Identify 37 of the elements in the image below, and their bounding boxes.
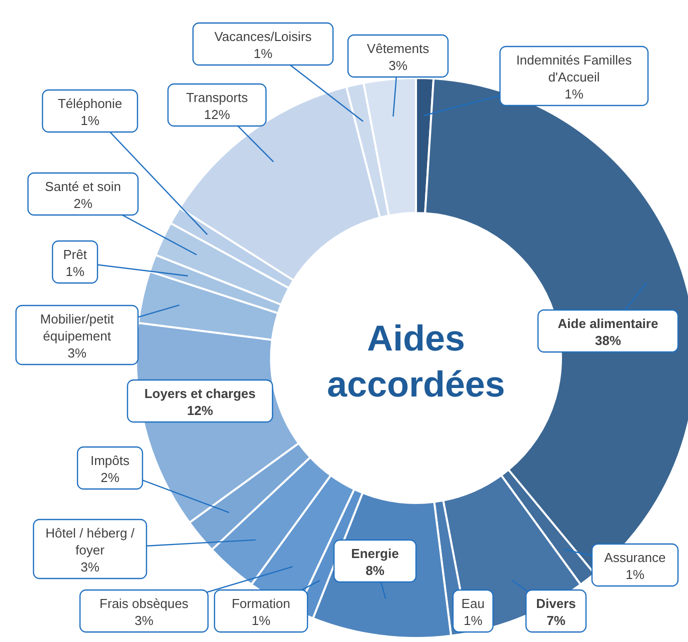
slice-label: Divers	[536, 596, 576, 611]
data-label: 1%	[626, 567, 645, 582]
slice-label: Vêtements	[366, 41, 430, 56]
data-label: 1%	[254, 46, 273, 61]
slice-label: Frais obsèques	[100, 596, 189, 611]
data-label: 38%	[594, 333, 622, 348]
data-label: 12%	[186, 403, 214, 418]
data-label: 1%	[564, 86, 584, 102]
data-label: 2%	[100, 470, 120, 485]
data-label: 1%	[66, 264, 85, 279]
slice-label: Loyers et charges	[144, 386, 256, 401]
data-label: 3%	[134, 613, 154, 628]
slice-label: Eau	[461, 596, 485, 611]
data-label: 1%	[80, 113, 100, 128]
slice-label: Assurance	[604, 550, 666, 565]
data-label: 12%	[204, 107, 230, 122]
data-label: 2%	[74, 196, 93, 211]
text: Aides accordées	[326, 318, 506, 404]
slice-label: Indemnités Familles d'Accueil	[516, 52, 632, 84]
slice-label: Impôts	[90, 453, 130, 468]
slice-label: Energie	[351, 546, 399, 561]
slice-label: Téléphonie	[58, 96, 122, 111]
slice-label: Prêt	[63, 247, 88, 262]
data-label: 7%	[546, 613, 566, 628]
slice-label: Transports	[186, 90, 248, 105]
slice-label: Aide alimentaire	[558, 316, 658, 331]
data-label: 3%	[80, 560, 100, 574]
slice-label: Mobilier/petit équipement	[40, 312, 114, 344]
data-label: 1%	[252, 613, 271, 628]
data-label: 8%	[366, 563, 385, 578]
data-label: 1%	[464, 613, 483, 628]
slice-label: Vacances/Loisirs	[214, 29, 312, 44]
data-label: 3%	[388, 58, 408, 73]
slice-label: Formation	[232, 596, 290, 611]
slice-label: Santé et soin	[45, 179, 121, 194]
data-label: 3%	[68, 346, 87, 360]
slice-label: Hôtel / héberg / foyer	[46, 526, 135, 558]
